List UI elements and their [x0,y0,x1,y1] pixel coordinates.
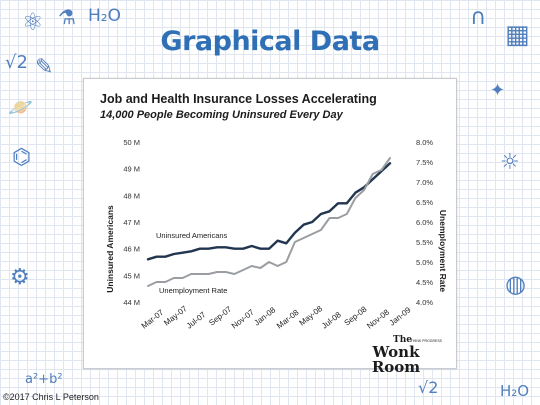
left-tick-label: 47 M [123,218,140,227]
series-label-uninsured: Uninsured Americans [156,231,228,240]
y-axis-label-left: Uninsured Americans [105,205,115,293]
x-tick-label: Jan-08 [252,305,277,327]
planet-icon: 🪐 [8,95,33,119]
x-tick-label: Jan-09 [388,305,413,327]
left-tick-label: 48 M [123,191,140,200]
chart-title: Job and Health Insurance Losses Accelera… [100,92,377,106]
chart-subtitle: 14,000 People Becoming Uninsured Every D… [100,109,343,121]
sqrt-two-bottom: √2 [418,378,439,397]
globe-icon: ◍ [505,270,526,298]
left-tick-label: 45 M [123,271,140,280]
calculator-icon: ▦ [505,20,530,50]
right-tick-label: 4.0% [416,298,433,307]
right-tick-label: 7.5% [416,158,433,167]
star-icon: ✦ [490,80,506,101]
series-line-uninsured [146,162,392,261]
brand-line-1: The [393,335,412,345]
x-tick-label: Jul-07 [185,310,208,331]
right-tick-label: 4.5% [416,278,433,287]
water-formula-bottom: H₂O [500,382,530,400]
water-formula: H₂O [88,6,121,26]
atom-icon: ⚛ [22,8,44,36]
left-tick-label: 49 M [123,165,140,174]
right-tick-label: 5.5% [416,238,433,247]
series-line-unemployment [147,157,391,287]
line-chart: 50 M 49 M 48 M 47 M 46 M 45 M 44 M 8.0% 7.5% 7.0… [105,138,448,331]
sqrt-two: √2 [5,52,28,73]
pencil-icon: ✎ [35,55,54,80]
x-tick-label: Mar-08 [275,308,301,331]
right-tick-label: 6.0% [416,218,433,227]
x-tick-label: Nov-08 [365,307,391,330]
left-tick-label: 50 M [123,138,140,147]
molecule-icon: ⌬ [12,145,32,170]
series-label-unemployment: Unemployment Rate [159,286,227,295]
brand-line-2: Wonk Room [371,343,421,376]
brand-logo: The Wonk Room THINK PROGRESS [346,336,446,375]
right-tick-label: 8.0% [416,138,433,147]
right-tick-label: 5.0% [416,258,433,267]
y-axis-label-right: Unemployment Rate [438,210,448,292]
x-tick-label: Jul-08 [320,310,343,331]
right-tick-label: 6.5% [416,198,433,207]
x-tick-label: Nov-07 [230,307,256,330]
x-tick-label: Mar-07 [140,308,166,331]
gear-icon: ⚙ [10,265,30,290]
copyright-notice: ©2017 Chris L Peterson [3,392,99,402]
slide-title: Graphical Data [160,26,380,57]
math-formula: a²+b² [25,372,63,387]
brand-tagline: THINK PROGRESS [410,339,442,343]
right-tick-label: 7.0% [416,178,433,187]
left-tick-label: 44 M [123,298,140,307]
flask-icon: ⚗ [58,5,76,29]
chart-frame: Job and Health Insurance Losses Accelera… [83,78,457,375]
magnet-icon: ∩ [470,5,487,30]
left-tick-label: 46 M [123,245,140,254]
lightbulb-icon: ☼ [500,150,520,175]
